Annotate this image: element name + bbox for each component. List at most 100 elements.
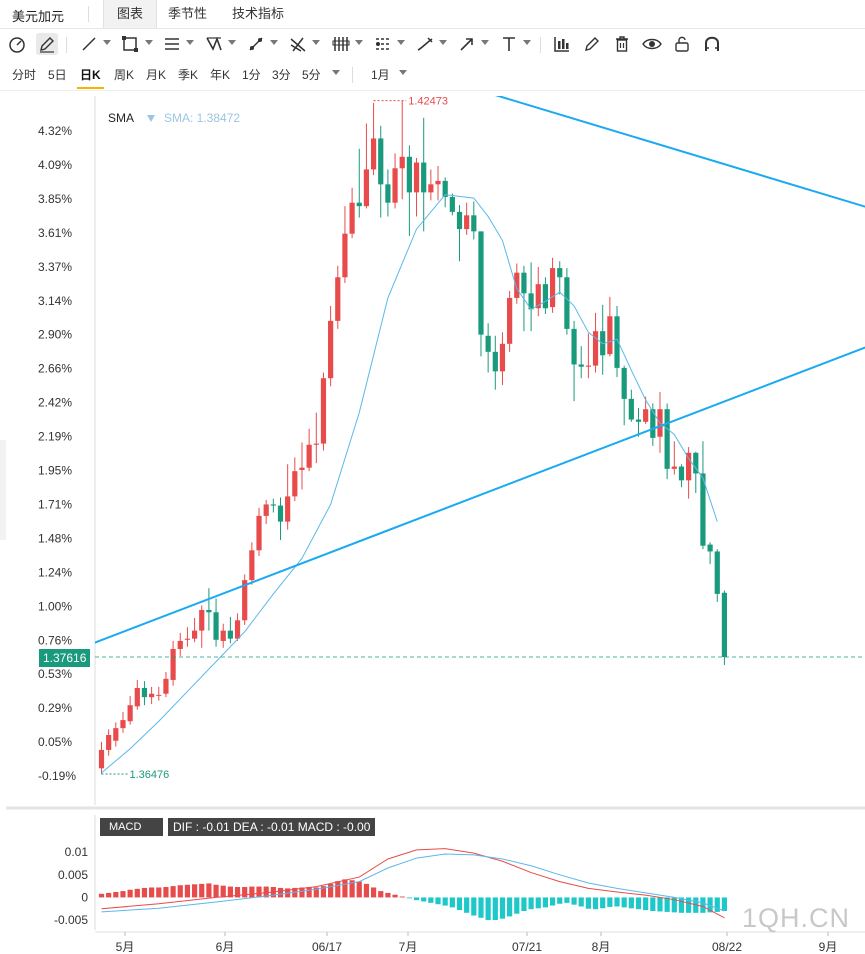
macd-histogram-bar	[514, 897, 520, 914]
macd-histogram-bar	[213, 884, 219, 898]
candle-body	[507, 297, 513, 344]
lock-icon[interactable]	[671, 33, 693, 55]
magnet-icon[interactable]	[701, 33, 723, 55]
period-5day[interactable]: 5日	[48, 68, 67, 82]
tab-chart[interactable]: 图表	[103, 0, 158, 28]
period-weekly[interactable]: 周K	[114, 68, 135, 82]
candle-body	[564, 277, 570, 329]
macd-histogram-bar	[478, 897, 484, 918]
range-select[interactable]: 1月	[371, 68, 390, 82]
candle-body	[385, 184, 391, 203]
y-tick-label: 2.42%	[38, 396, 72, 410]
indicator-chart-icon[interactable]	[551, 33, 573, 55]
macd-histogram-bar	[263, 886, 269, 898]
chevron-down-icon[interactable]	[481, 40, 489, 45]
eye-icon[interactable]	[641, 33, 663, 55]
candle-body	[664, 409, 670, 469]
cross-lines-icon[interactable]	[287, 33, 309, 55]
macd-histogram-bar	[700, 897, 706, 913]
candle-body	[149, 693, 155, 698]
chevron-down-icon[interactable]	[228, 40, 236, 45]
macd-histogram-bar	[220, 885, 226, 898]
chevron-down-icon[interactable]	[312, 40, 320, 45]
chevron-down-icon[interactable]	[397, 40, 405, 45]
chevron-down-icon[interactable]	[103, 40, 111, 45]
parallel-lines-icon[interactable]	[161, 33, 183, 55]
chevron-down-icon[interactable]	[523, 40, 531, 45]
candle-body	[213, 612, 219, 640]
candle-body	[686, 452, 692, 481]
side-panel-handle[interactable]	[0, 440, 6, 540]
rectangle-icon[interactable]	[119, 33, 141, 55]
tab-technical-indicators[interactable]: 技术指标	[232, 6, 285, 21]
candle-body	[700, 473, 706, 546]
macd-histogram-bar	[464, 897, 470, 913]
chevron-down-icon[interactable]	[186, 40, 194, 45]
candle-body	[671, 466, 677, 469]
macd-histogram-bar	[614, 897, 620, 907]
candle-body	[614, 316, 620, 368]
period-3min[interactable]: 3分	[272, 68, 291, 82]
watermark: 1QH.CN	[742, 903, 851, 933]
candle-body	[363, 169, 370, 207]
period-intraday[interactable]: 分时	[12, 68, 37, 82]
candle-body	[106, 735, 112, 750]
instrument-title: 美元加元	[12, 9, 65, 24]
macd-y-tick-label: 0	[81, 890, 88, 904]
macd-histogram-bar	[471, 897, 477, 916]
period-daily[interactable]: 日K	[80, 68, 101, 82]
macd-histogram-bar	[392, 894, 398, 898]
macd-histogram-bar	[721, 897, 728, 911]
chevron-down-icon[interactable]	[439, 40, 447, 45]
text-icon[interactable]	[498, 33, 520, 55]
chevron-down-icon[interactable]	[145, 40, 153, 45]
y-tick-label: 0.53%	[38, 667, 72, 681]
y-tick-label: 3.61%	[38, 226, 72, 240]
chevron-down-icon[interactable]	[147, 115, 155, 122]
macd-histogram-bar	[349, 880, 355, 898]
pattern-icon[interactable]	[203, 33, 225, 55]
chevron-down-icon[interactable]	[355, 40, 363, 45]
candle-body	[242, 580, 248, 621]
tab-seasonality[interactable]: 季节性	[168, 6, 208, 21]
divider	[540, 37, 541, 53]
indicator-value: SMA: 1.38472	[164, 111, 240, 125]
period-1min[interactable]: 1分	[242, 68, 261, 82]
chevron-down-icon[interactable]	[332, 70, 340, 75]
macd-histogram-bar	[456, 897, 463, 911]
chevron-down-icon[interactable]	[399, 70, 407, 75]
macd-histogram-bar	[621, 897, 627, 908]
x-tick-label: 07/21	[512, 940, 542, 954]
macd-histogram-bar	[628, 897, 634, 909]
x-tick-label: 9月	[819, 940, 838, 954]
line-segment-icon[interactable]	[245, 33, 267, 55]
brush-icon[interactable]	[414, 33, 436, 55]
fib-levels-icon[interactable]	[372, 33, 394, 55]
macd-histogram-bar	[227, 886, 233, 898]
trash-icon[interactable]	[611, 33, 633, 55]
gauge-icon[interactable]	[6, 33, 28, 55]
period-yearly[interactable]: 年K	[210, 68, 231, 82]
period-quarterly[interactable]: 季K	[178, 68, 199, 82]
macd-histogram-bar	[521, 897, 527, 911]
macd-histogram-bar	[528, 897, 534, 910]
macd-histogram-bar	[342, 879, 348, 898]
period-monthly[interactable]: 月K	[146, 68, 167, 82]
candle-bars-icon[interactable]	[330, 33, 352, 55]
line-icon[interactable]	[78, 33, 100, 55]
chevron-down-icon[interactable]	[270, 40, 278, 45]
candle-body	[170, 648, 176, 680]
macd-histogram-bar	[141, 887, 148, 898]
edit-pencil-icon[interactable]	[581, 33, 603, 55]
period-5min[interactable]: 5分	[302, 68, 321, 82]
arrow-icon[interactable]	[456, 33, 478, 55]
candle-body	[134, 687, 140, 707]
divider	[88, 6, 89, 22]
macd-histogram-bar	[249, 886, 255, 898]
macd-histogram-bar	[320, 886, 327, 898]
top-bar: 美元加元 图表 季节性 技术指标	[0, 0, 865, 29]
macd-histogram-bar	[542, 897, 549, 908]
candle-body	[693, 452, 699, 474]
pen-icon[interactable]	[36, 33, 58, 55]
macd-indicator-select[interactable]: MACD	[100, 818, 163, 836]
